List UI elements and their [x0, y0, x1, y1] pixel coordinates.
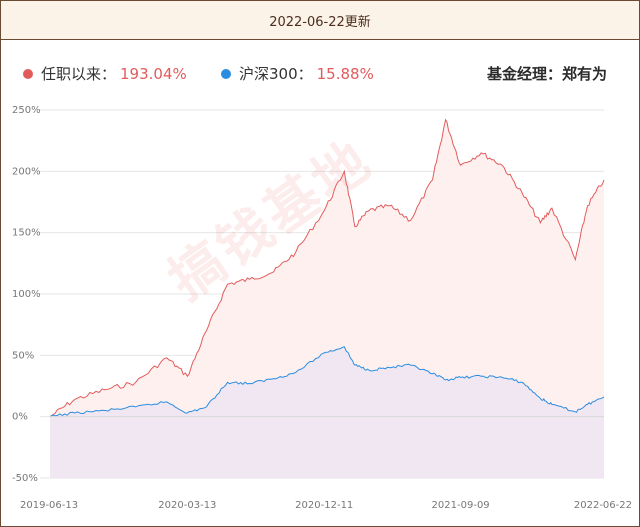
series-line-fund	[49, 118, 605, 418]
legend-dot-fund	[23, 68, 33, 79]
x-tick-label: 2020-03-13	[158, 500, 216, 511]
legend-value-hs300: 15.88%	[316, 64, 374, 83]
fund-manager: 基金经理：郑有为	[486, 65, 607, 83]
legend-label-fund: 任职以来：	[41, 65, 117, 83]
y-tick-label: 100%	[12, 289, 41, 300]
x-tick-label: 2021-09-09	[432, 500, 490, 511]
x-tick-label: 2020-12-11	[295, 500, 353, 511]
y-tick-label: 0%	[12, 412, 28, 423]
y-tick-label: -50%	[12, 473, 38, 484]
series-line-hs300	[49, 346, 605, 418]
update-header: 2022-06-22更新	[1, 1, 639, 40]
x-tick-label: 2019-06-13	[20, 500, 78, 511]
update-date: 2022-06-22更新	[269, 14, 371, 30]
area-fill-hs300	[50, 346, 604, 478]
legend-value-fund: 193.04%	[120, 64, 187, 83]
legend-item-hs300[interactable]: 沪深300： 15.88%	[221, 63, 374, 84]
y-tick-label: 200%	[12, 166, 41, 177]
legend-label-hs300: 沪深300：	[239, 65, 313, 83]
x-tick-label: 2022-06-22	[574, 500, 632, 511]
y-tick-label: 50%	[12, 350, 34, 361]
legend-item-fund[interactable]: 任职以来： 193.04%	[23, 63, 187, 84]
y-tick-label: 150%	[12, 228, 41, 239]
y-tick-label: 250%	[12, 105, 41, 116]
legend: 任职以来： 193.04% 沪深300： 15.88% 基金经理：郑有为	[1, 51, 639, 91]
legend-dot-hs300	[221, 68, 231, 79]
